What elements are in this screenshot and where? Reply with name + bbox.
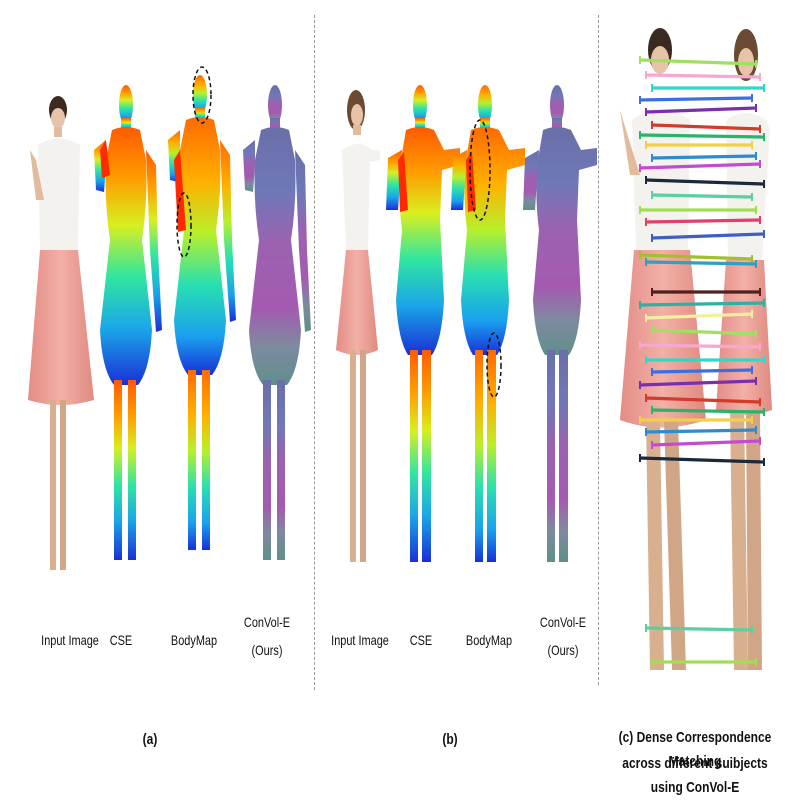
match-line	[639, 58, 757, 66]
bodymap-map-a	[168, 75, 236, 550]
input-image-a	[28, 96, 94, 570]
match-line	[645, 178, 765, 186]
match-line	[645, 396, 761, 404]
caption-b: (b)	[442, 731, 458, 748]
input-image-b	[336, 90, 380, 562]
match-line	[639, 133, 765, 139]
correspondence-subjects	[620, 28, 772, 670]
caption-a: (a)	[142, 731, 158, 748]
label-convol-a: ConVol-E (Ours)	[243, 614, 291, 658]
match-line	[639, 379, 757, 387]
match-line	[651, 439, 761, 447]
caption-c-line1: (c) Dense Correspondence Matching	[618, 729, 772, 770]
match-line	[639, 253, 753, 261]
match-line	[645, 106, 757, 114]
match-line	[651, 408, 765, 414]
match-line	[639, 456, 765, 464]
match-line	[651, 232, 765, 240]
label-input-image-a: Input Image	[41, 632, 99, 648]
match-line	[645, 428, 757, 434]
match-line	[645, 260, 757, 266]
match-line	[651, 154, 757, 160]
match-line	[645, 312, 753, 320]
convol-map-a	[243, 85, 311, 560]
cse-map-b	[386, 85, 460, 562]
match-line	[651, 368, 753, 374]
correspondence-lines	[639, 56, 765, 666]
label-convol-b: ConVol-E (Ours)	[539, 614, 587, 658]
error-circle-a2	[176, 192, 192, 258]
match-line	[651, 123, 761, 131]
label-bodymap-b: BodyMap	[465, 632, 513, 648]
error-circle-b1	[469, 119, 491, 221]
caption-c-line2: across different suibjects using ConVol-…	[622, 755, 768, 796]
match-line	[651, 193, 753, 199]
error-circle-b2	[486, 332, 502, 398]
label-bodymap-a: BodyMap	[170, 632, 218, 648]
label-cse-a: CSE	[109, 632, 133, 648]
match-line	[639, 96, 753, 102]
match-line	[639, 343, 761, 349]
match-line	[645, 626, 753, 632]
match-line	[639, 301, 765, 307]
label-cse-b: CSE	[409, 632, 433, 648]
bodymap-map-b	[451, 85, 525, 562]
match-line	[645, 73, 761, 79]
error-circle-a1	[192, 66, 212, 124]
match-line	[645, 218, 761, 224]
match-line	[639, 162, 761, 170]
convol-map-b	[523, 85, 597, 562]
label-input-image-b: Input Image	[331, 632, 389, 648]
divider-bc	[598, 15, 599, 685]
match-line	[651, 328, 757, 336]
divider-ab	[314, 15, 315, 690]
